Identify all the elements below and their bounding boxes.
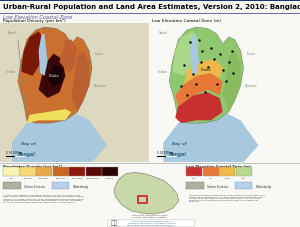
Text: Urban-Rural Population and Land Area Estimates, Version 2, 2010: Bangladesh: Urban-Rural Population and Land Area Est… <box>3 4 300 10</box>
Text: Myanmar: Myanmar <box>94 83 106 87</box>
Text: 0-3: 0-3 <box>192 177 196 178</box>
Polygon shape <box>27 110 71 123</box>
Bar <box>20 168 36 177</box>
Text: Low Elevation Coastal Zone: Low Elevation Coastal Zone <box>3 15 72 20</box>
Bar <box>3 182 21 190</box>
Bar <box>186 168 202 177</box>
Bar <box>52 182 69 190</box>
Text: Population Density (per km²): Population Density (per km²) <box>3 164 62 168</box>
Text: 8-10: 8-10 <box>224 177 230 178</box>
Text: >5000: >5000 <box>106 177 114 178</box>
Text: This document is licensed under a: This document is licensed under a <box>131 220 172 221</box>
Text: Bengal: Bengal <box>18 151 36 156</box>
Bar <box>202 168 219 177</box>
Text: 250-500: 250-500 <box>56 177 65 178</box>
Text: >10: >10 <box>241 177 246 178</box>
Polygon shape <box>59 40 77 74</box>
Bar <box>3 168 19 177</box>
Text: Waterbody: Waterbody <box>72 184 89 188</box>
Text: Low Elevation Coastal Zone (m): Low Elevation Coastal Zone (m) <box>152 19 220 23</box>
Text: © 2013. The Trustees of Columbia University in the City of New York.
Data Source: © 2013. The Trustees of Columbia Univers… <box>3 193 84 202</box>
Text: Creative Commons 3.0 Attribution License
http://creativecommons.org/licenses/by/: Creative Commons 3.0 Attribution License… <box>127 222 176 225</box>
Polygon shape <box>175 74 223 107</box>
Polygon shape <box>175 93 223 123</box>
Polygon shape <box>39 35 47 76</box>
Text: Center for International Earth
Science Information Network: Center for International Earth Science I… <box>132 214 167 217</box>
Text: Dhaka: Dhaka <box>200 68 211 72</box>
Text: The Low Elevation Coastal Zone (LECZ) Urban-Rural Population and
Land Area Estim: The Low Elevation Coastal Zone (LECZ) Ur… <box>189 193 265 202</box>
Bar <box>138 196 147 203</box>
Polygon shape <box>47 65 62 88</box>
Text: Nepal: Nepal <box>159 31 168 35</box>
Text: Ⓒⓒ: Ⓒⓒ <box>110 220 118 225</box>
Polygon shape <box>169 28 244 123</box>
Polygon shape <box>39 54 65 99</box>
Text: 100-250: 100-250 <box>39 177 49 178</box>
Polygon shape <box>114 173 179 214</box>
Polygon shape <box>21 32 44 76</box>
Text: Bay of: Bay of <box>21 141 35 145</box>
Text: 1000-5000: 1000-5000 <box>87 177 100 178</box>
Bar <box>106 219 194 226</box>
Polygon shape <box>12 110 107 162</box>
Text: 0  50 100 km: 0 50 100 km <box>158 150 174 154</box>
Text: 50-100: 50-100 <box>23 177 32 178</box>
Bar <box>102 168 118 177</box>
Text: Population Density (per km²): Population Density (per km²) <box>3 19 66 23</box>
Text: <50: <50 <box>9 177 14 178</box>
Polygon shape <box>71 52 89 112</box>
Polygon shape <box>190 35 199 76</box>
Text: 0  50 100 km: 0 50 100 km <box>6 150 22 154</box>
Bar <box>69 168 85 177</box>
Text: Urban Extents: Urban Extents <box>24 184 45 188</box>
FancyBboxPatch shape <box>0 24 148 162</box>
Text: Bay of: Bay of <box>172 141 187 145</box>
Text: Nepal: Nepal <box>8 31 16 35</box>
Text: India: India <box>95 51 104 55</box>
Polygon shape <box>18 28 92 123</box>
Bar <box>36 168 52 177</box>
Text: Dhaka: Dhaka <box>49 74 59 77</box>
Text: 4-7: 4-7 <box>209 177 212 178</box>
Bar <box>219 168 235 177</box>
Polygon shape <box>184 60 223 85</box>
Bar <box>52 168 69 177</box>
Text: India: India <box>247 51 255 55</box>
Text: Urban Extents: Urban Extents <box>207 184 228 188</box>
Bar <box>0 0 300 2</box>
Bar <box>235 182 252 190</box>
Polygon shape <box>172 32 199 76</box>
Bar <box>236 168 252 177</box>
Polygon shape <box>223 52 241 112</box>
Text: 500-1000: 500-1000 <box>71 177 83 178</box>
Text: India: India <box>6 69 16 73</box>
Text: Waterbody: Waterbody <box>255 184 272 188</box>
Bar <box>186 182 204 190</box>
Text: India: India <box>158 69 167 73</box>
Text: Bengal: Bengal <box>169 151 187 156</box>
Bar <box>85 168 102 177</box>
Text: Low Elevation Coastal Zone (m): Low Elevation Coastal Zone (m) <box>186 164 251 168</box>
Text: Myanmar: Myanmar <box>245 83 258 87</box>
Polygon shape <box>164 110 258 162</box>
